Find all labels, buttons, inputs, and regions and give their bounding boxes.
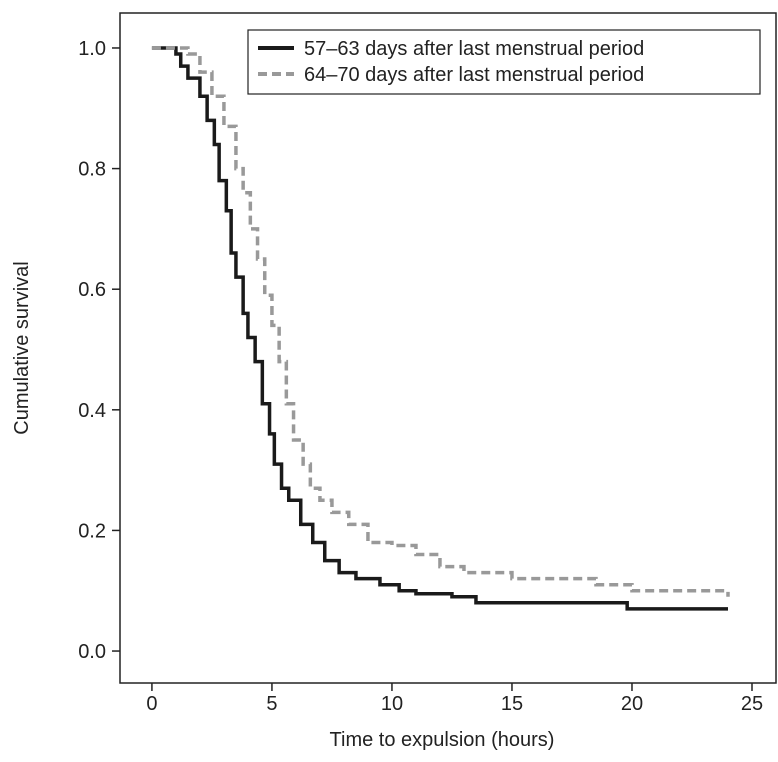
x-tick-label: 0 [146,693,157,715]
y-tick-label: 0.8 [78,159,106,181]
y-tick-label: 0.6 [78,279,106,301]
survival-line [151,46,730,597]
legend-label: 57–63 days after last menstrual period [304,38,644,60]
y-tick-label: 0.0 [78,641,106,663]
legend-label: 64–70 days after last menstrual period [304,64,644,86]
plot-frame [119,12,777,684]
y-axis-label: Cumulative survival [11,261,33,434]
x-tick-label: 25 [741,693,763,715]
x-axis-label: Time to expulsion (hours) [330,729,555,751]
survival-line [151,46,728,611]
y-tick-label: 1.0 [78,38,106,60]
x-tick-label: 10 [381,693,403,715]
x-tick-label: 15 [501,693,523,715]
y-tick-label: 0.2 [78,520,106,542]
x-tick-label: 5 [266,693,277,715]
legend-box [247,29,761,95]
y-tick-label: 0.4 [78,400,106,422]
x-tick-label: 20 [621,693,643,715]
